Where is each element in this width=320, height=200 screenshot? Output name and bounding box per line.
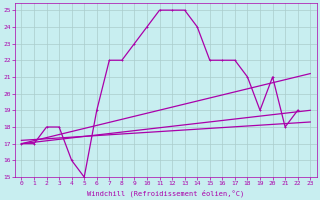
- X-axis label: Windchill (Refroidissement éolien,°C): Windchill (Refroidissement éolien,°C): [87, 189, 244, 197]
